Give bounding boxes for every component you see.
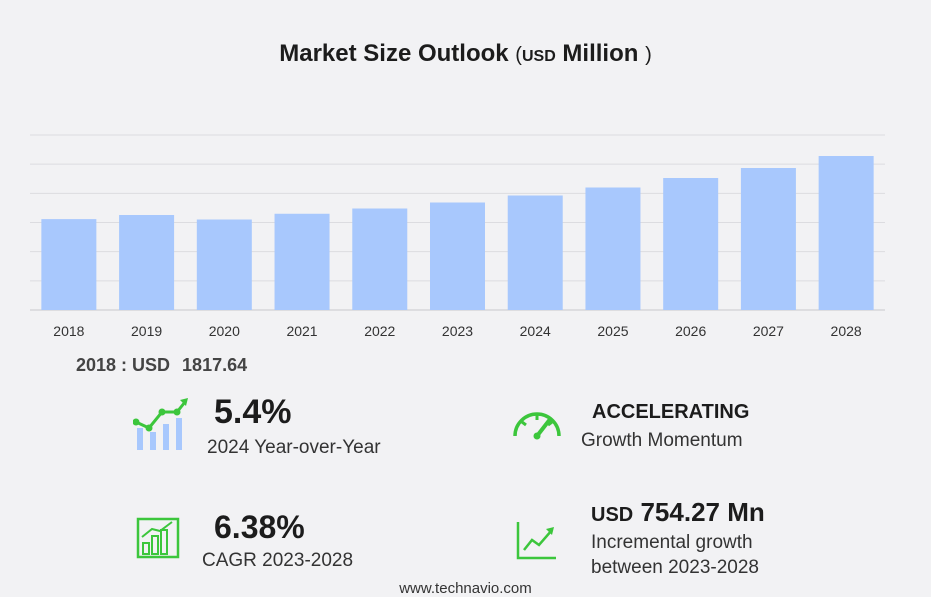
incremental-label-2: between 2023-2028: [591, 557, 759, 578]
bar-chart-icon: [136, 517, 180, 559]
x-tick-label-2018: 2018: [53, 323, 84, 339]
x-tick-label-2026: 2026: [675, 323, 706, 339]
source-footer: www.technavio.com: [399, 580, 532, 597]
incremental-prefix: USD: [591, 504, 634, 526]
title-unit: USD: [521, 48, 556, 65]
bar-2025: [585, 187, 641, 310]
title-suffix: Million: [562, 40, 639, 67]
base-year-label: 2018 : USD: [76, 355, 171, 375]
speedometer-icon: [513, 412, 561, 440]
bar-2019: [119, 215, 175, 310]
x-tick-label-2027: 2027: [753, 323, 784, 339]
x-tick-label-2023: 2023: [442, 323, 473, 339]
bar-2023: [430, 202, 485, 310]
trend-line-icon: [516, 522, 556, 560]
title-paren-open: (: [515, 44, 522, 66]
bar-2026: [663, 178, 719, 310]
bar-chart: 2018 2019 2020 2021 2022 2023 2024 2025 2026 2027…: [30, 134, 885, 339]
bars: [41, 156, 874, 310]
base-year-value: 2018 : USD 1817.64: [76, 355, 247, 376]
x-tick-label-2020: 2020: [209, 323, 240, 339]
x-tick-label-2025: 2025: [597, 323, 628, 339]
incremental-number: 754.27 Mn: [640, 497, 765, 527]
x-tick-label-2019: 2019: [131, 323, 162, 339]
bar-2028: [818, 156, 874, 310]
cagr-value: 6.38%: [214, 509, 305, 545]
x-tick-label-2024: 2024: [520, 323, 551, 339]
bar-2027: [740, 168, 796, 310]
bar-2022: [352, 208, 408, 310]
momentum-label: Growth Momentum: [581, 430, 743, 451]
momentum-value: ACCELERATING: [592, 401, 750, 423]
yoy-value: 5.4%: [214, 393, 292, 431]
bar-2020: [196, 219, 252, 310]
incremental-label-1: Incremental growth: [591, 532, 753, 553]
bar-2018: [41, 219, 97, 310]
title-main: Market Size Outlook: [279, 40, 509, 67]
x-tick-label-2022: 2022: [364, 323, 395, 339]
cagr-label: CAGR 2023-2028: [202, 550, 354, 571]
incremental-value: USD 754.27 Mn: [591, 497, 765, 528]
base-year-number: 1817.64: [182, 355, 248, 375]
growth-chart-icon: [133, 398, 188, 450]
x-tick-labels: 2018 2019 2020 2021 2022 2023 2024 2025 2026 2027…: [53, 323, 862, 339]
yoy-label: 2024 Year-over-Year: [207, 437, 381, 458]
x-tick-label-2028: 2028: [831, 323, 862, 339]
chart-title: Market Size Outlook (USD Million ): [0, 40, 931, 68]
bar-2024: [507, 195, 563, 310]
x-tick-label-2021: 2021: [286, 323, 317, 339]
title-paren-close: ): [645, 44, 652, 66]
bar-2021: [274, 213, 330, 310]
